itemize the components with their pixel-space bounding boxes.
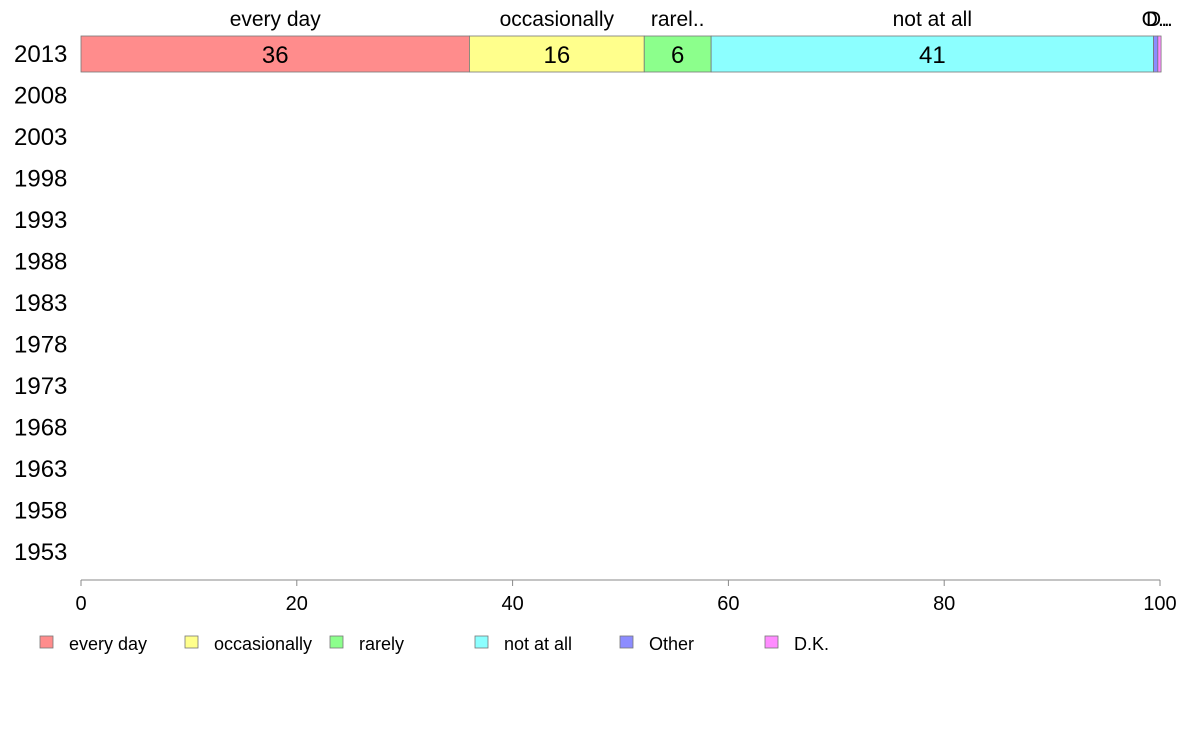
x-tick-label-100: 100 [1143,593,1176,615]
bar-2013-occasionally [469,35,645,73]
data-label-1: 16 [543,42,570,69]
bar-2013-other [1153,35,1159,73]
y-tick-label-1968: 1968 [14,415,67,442]
data-label-0: 36 [262,42,289,69]
x-tick-label-60: 60 [717,593,739,615]
bar-2013-d-k- [1157,35,1162,73]
legend-swatch-4 [619,635,634,649]
y-axis-labels: 2013 2008 2003 1998 1993 1988 1983 1978 1973 1968… [14,41,67,566]
segment-top-label-2: rarel.. [651,8,705,31]
y-tick-label-1963: 1963 [14,456,67,483]
segment-top-label-5: D.. [1146,8,1173,31]
y-tick-label-1958: 1958 [14,498,67,525]
data-label-2: 6 [671,42,684,69]
y-tick-label-1978: 1978 [14,332,67,359]
x-axis: 0 20 40 60 80 100 [75,579,1177,615]
y-tick-label-1983: 1983 [14,290,67,317]
legend-label-1: occasionally [214,634,312,654]
legend-label-5: D.K. [794,634,829,654]
legend-label-2: rarely [359,634,404,654]
legend-swatch-0 [39,635,54,649]
segment-top-labels: every day occasionally rarel.. not at all O.… [230,8,1173,31]
legend-swatch-2 [329,635,344,649]
legend-swatch-3 [474,635,489,649]
legend-swatch-1 [184,635,199,649]
x-tick-label-80: 80 [933,593,955,615]
legend-label-3: not at all [504,634,572,654]
legend-label-4: Other [649,634,694,654]
segment-top-label-3: not at all [893,8,972,31]
segment-top-label-1: occasionally [500,8,615,31]
bars: 36 16 6 41 [80,35,1162,73]
y-tick-label-2013: 2013 [14,41,67,68]
y-tick-label-1998: 1998 [14,166,67,193]
y-tick-label-1988: 1988 [14,249,67,276]
legend-label-0: every day [69,634,147,654]
y-tick-label-2003: 2003 [14,124,67,151]
legend: every day occasionally rarely not at all Oth… [39,634,829,654]
segment-top-label-4: O.. [1142,8,1170,31]
data-label-3: 41 [919,42,946,69]
segment-top-label-0: every day [230,8,322,31]
x-tick-label-20: 20 [286,593,308,615]
y-tick-label-1993: 1993 [14,207,67,234]
y-tick-label-1973: 1973 [14,373,67,400]
y-tick-label-1953: 1953 [14,539,67,566]
x-tick-label-40: 40 [501,593,523,615]
x-tick-label-0: 0 [75,593,86,615]
legend-swatch-5 [764,635,779,649]
y-tick-label-2008: 2008 [14,83,67,110]
